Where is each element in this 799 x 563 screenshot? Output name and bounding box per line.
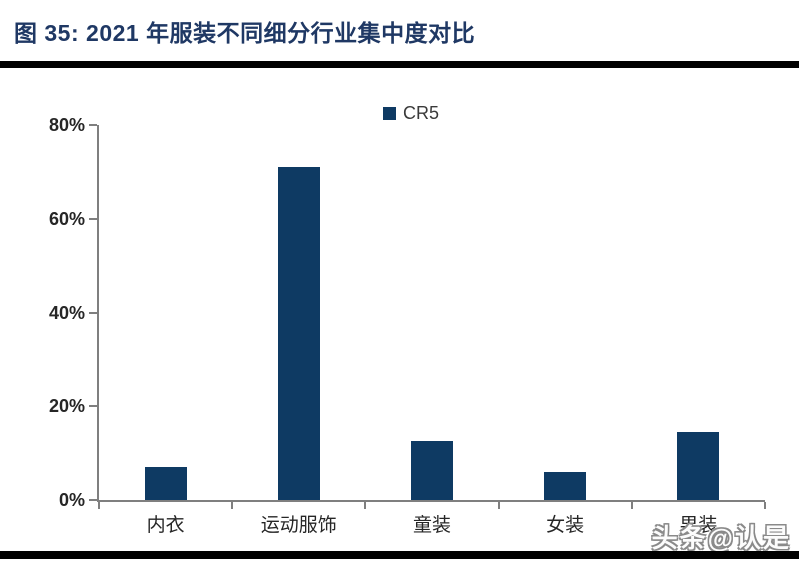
x-axis-label: 女装	[546, 515, 585, 536]
legend-color-swatch	[383, 107, 396, 120]
y-axis-label: 20%	[48, 396, 85, 417]
bar-运动服饰	[277, 167, 320, 500]
x-axis-label: 童装	[412, 515, 452, 536]
x-axis-tick	[764, 502, 766, 509]
bar-童装	[411, 441, 453, 500]
bar-内衣	[144, 467, 187, 500]
y-axis-tick	[89, 405, 97, 408]
y-axis-tick	[89, 499, 97, 501]
x-axis-label: 男装	[679, 515, 718, 536]
x-axis-label: 运动服饰	[260, 515, 337, 536]
x-axis-label: 内衣	[146, 515, 185, 536]
y-axis-tick	[89, 311, 97, 314]
chart-legend: CR5	[383, 103, 439, 124]
y-axis-label: 80%	[48, 115, 85, 135]
x-axis-tick	[231, 502, 234, 509]
y-axis-label: 60%	[48, 208, 85, 229]
figure-title: 图 35: 2021 年服装不同细分行业集中度对比	[14, 20, 476, 46]
bar-女装	[544, 471, 587, 500]
x-axis-tick	[497, 502, 500, 509]
x-axis-tick	[98, 502, 100, 509]
watermark-text: 头条@认是	[651, 523, 791, 553]
y-axis-label: 40%	[48, 302, 85, 323]
plot-area: 0% 20% 40% 60% 80% 内衣 运动服饰 童装 女装 男装	[49, 116, 766, 535]
x-axis-tick	[364, 502, 367, 509]
y-axis-label: 0%	[58, 490, 85, 510]
y-axis-tick	[89, 124, 97, 126]
title-divider-rule	[0, 61, 799, 68]
bar-男装	[677, 432, 720, 500]
x-axis-tick	[630, 502, 633, 509]
bottom-rule	[0, 551, 799, 559]
y-axis-tick	[89, 217, 97, 220]
legend-series-label: CR5	[403, 103, 440, 123]
